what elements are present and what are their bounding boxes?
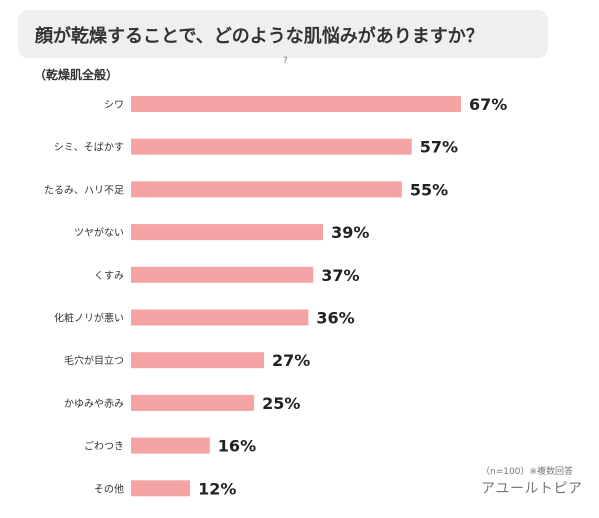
- value-label: 27%: [272, 351, 310, 370]
- category-label: シワ: [104, 100, 124, 111]
- chart-subtitle: （乾燥肌全般）: [34, 68, 119, 82]
- value-label: 55%: [410, 180, 448, 199]
- category-label: シミ、そばかす: [54, 142, 124, 154]
- category-label: ツヤがない: [74, 226, 124, 239]
- value-label: 67%: [469, 95, 507, 114]
- bar: [131, 352, 264, 369]
- value-label: 36%: [316, 309, 354, 328]
- brand-logo-text: アユールトピア: [481, 481, 583, 497]
- stray-mark: ?: [283, 56, 288, 66]
- bar: [131, 309, 309, 326]
- bar: [131, 138, 412, 155]
- title-box: 顔が乾燥することで、どのような肌悩みがありますか？: [18, 10, 548, 58]
- value-label: 37%: [321, 266, 359, 285]
- value-label: 16%: [218, 437, 256, 456]
- bar: [131, 224, 324, 241]
- category-label: かゆみや赤み: [64, 398, 124, 410]
- bar: [131, 266, 314, 283]
- chart-title: 顔が乾燥することで、どのような肌悩みがありますか？: [35, 26, 484, 47]
- category-label: たるみ、ハリ不足: [44, 184, 124, 196]
- bar: [131, 394, 255, 411]
- value-label: 25%: [262, 394, 300, 413]
- category-label: 化粧ノリが悪い: [54, 312, 124, 325]
- value-label: 39%: [331, 223, 369, 242]
- bar: [131, 480, 191, 497]
- category-label: ごわつき: [84, 440, 124, 453]
- category-label: 毛穴が目立つ: [64, 354, 124, 367]
- bar: [131, 437, 210, 454]
- value-label: 57%: [420, 138, 458, 157]
- bar: [131, 181, 402, 198]
- sample-size-note: （n=100）※複数回答: [481, 467, 573, 477]
- bar: [131, 96, 461, 112]
- category-label: くすみ: [94, 270, 124, 282]
- value-label: 12%: [198, 479, 236, 498]
- category-label: その他: [94, 482, 124, 495]
